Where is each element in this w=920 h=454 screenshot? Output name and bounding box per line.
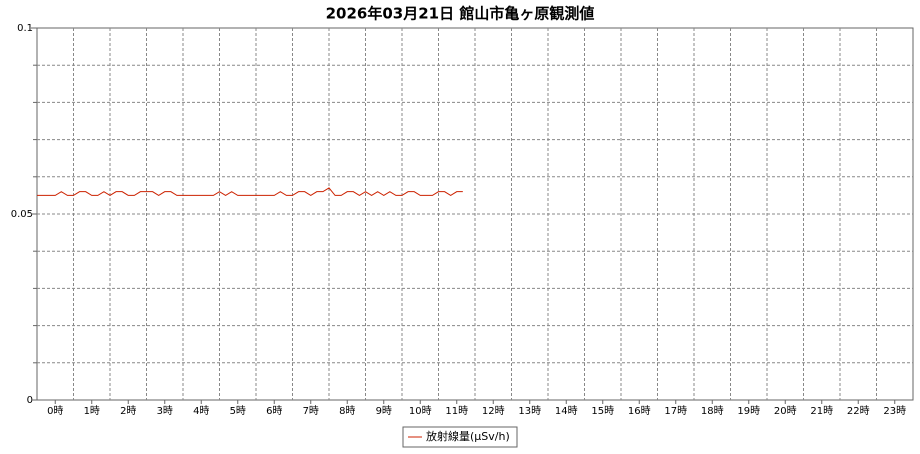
x-tick-label: 18時 bbox=[701, 405, 724, 417]
x-tick-label: 13時 bbox=[518, 405, 541, 417]
x-tick-label: 3時 bbox=[157, 405, 173, 417]
x-tick-label: 12時 bbox=[482, 405, 505, 417]
x-tick-label: 9時 bbox=[376, 405, 392, 417]
x-tick-label: 5時 bbox=[230, 405, 246, 417]
data-line bbox=[37, 187, 463, 196]
x-tick-label: 10時 bbox=[409, 405, 432, 417]
x-tick-label: 23時 bbox=[883, 405, 906, 417]
x-tick-label: 8時 bbox=[339, 405, 355, 417]
x-tick-label: 7時 bbox=[303, 405, 319, 417]
x-tick-label: 14時 bbox=[555, 405, 578, 417]
y-tick-label: 0 bbox=[27, 395, 33, 406]
x-tick-label: 17時 bbox=[664, 405, 687, 417]
y-tick-label: 0.05 bbox=[11, 209, 33, 220]
x-tick-label: 15時 bbox=[591, 405, 614, 417]
x-tick-label: 2時 bbox=[120, 405, 136, 417]
legend-label: 放射線量(μSv/h) bbox=[426, 429, 510, 443]
x-tick-label: 0時 bbox=[47, 405, 63, 417]
x-tick-label: 22時 bbox=[847, 405, 870, 417]
x-tick-label: 16時 bbox=[628, 405, 651, 417]
legend-box bbox=[402, 426, 518, 448]
x-tick-label: 11時 bbox=[445, 405, 468, 417]
x-tick-label: 6時 bbox=[266, 405, 282, 417]
x-tick-label: 20時 bbox=[774, 405, 797, 417]
x-tick-label: 19時 bbox=[737, 405, 760, 417]
y-tick-label: 0.1 bbox=[17, 23, 33, 34]
chart-title: 2026年03月21日 館山市亀ヶ原観測値 bbox=[326, 5, 595, 23]
x-tick-label: 1時 bbox=[84, 405, 100, 417]
x-tick-label: 4時 bbox=[193, 405, 209, 417]
x-tick-label: 21時 bbox=[810, 405, 833, 417]
